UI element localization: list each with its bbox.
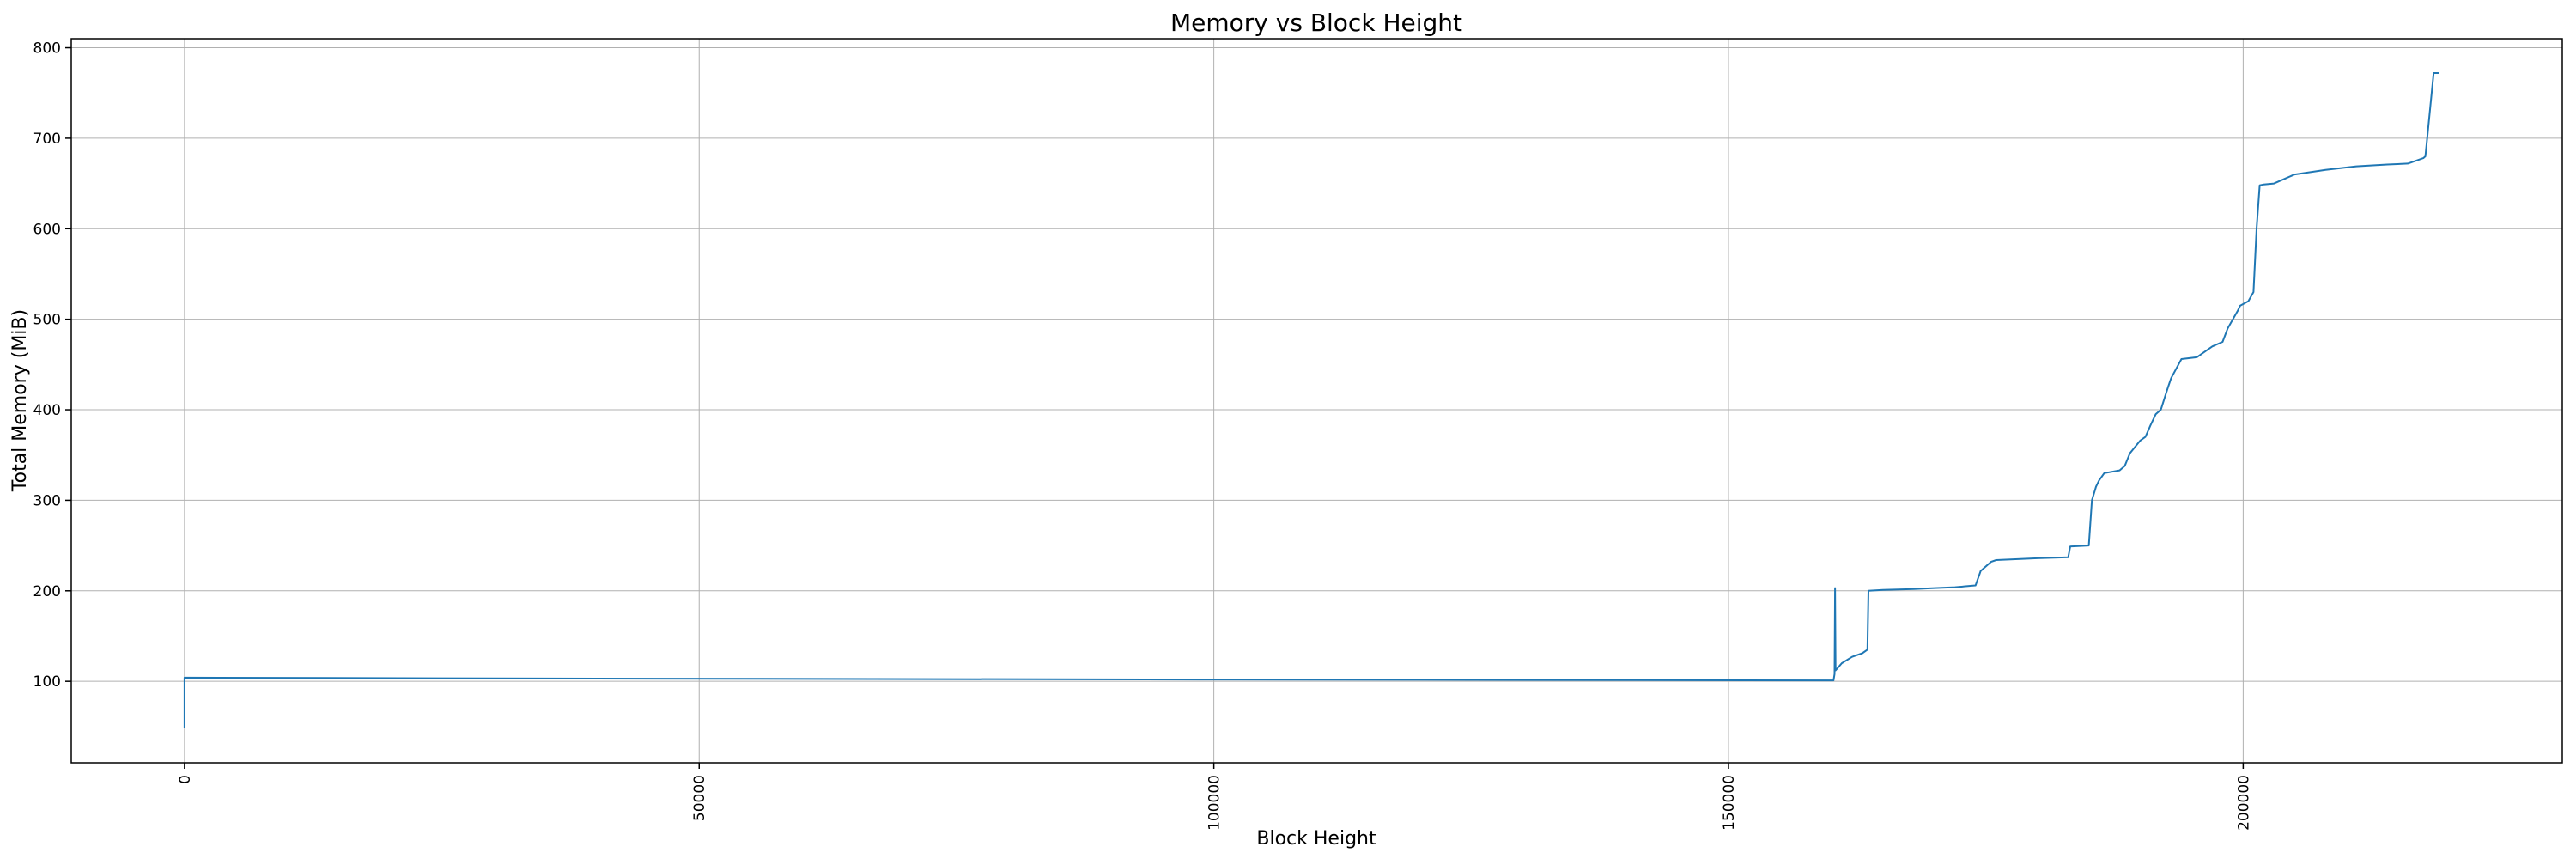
x-tick-label: 150000 — [1721, 775, 1738, 831]
x-tick-label: 100000 — [1206, 775, 1224, 831]
memory-series-line — [183, 72, 2439, 728]
axis-ticks: 0 50000 100000 150000 200000 100 200 300 400 500 6… — [33, 40, 2253, 831]
y-tick-label: 400 — [33, 402, 61, 419]
x-tick-label: 50000 — [691, 775, 708, 821]
y-tick-label: 500 — [33, 312, 61, 329]
y-tick-label: 700 — [33, 131, 61, 148]
y-tick-label: 300 — [33, 492, 61, 509]
plot-frame — [70, 38, 2563, 764]
chart-title: Memory vs Block Height — [1170, 9, 1462, 37]
y-tick-label: 600 — [33, 221, 61, 238]
y-tick-label: 200 — [33, 583, 61, 600]
grid-lines — [71, 39, 2562, 763]
x-tick-label: 200000 — [2235, 775, 2252, 831]
y-tick-label: 800 — [33, 40, 61, 58]
y-axis-label: Total Memory (MiB) — [9, 309, 31, 492]
x-tick-label: 0 — [177, 775, 194, 784]
y-tick-label: 100 — [33, 673, 61, 691]
series-layer — [183, 72, 2439, 728]
x-axis-label: Block Height — [1256, 828, 1376, 850]
